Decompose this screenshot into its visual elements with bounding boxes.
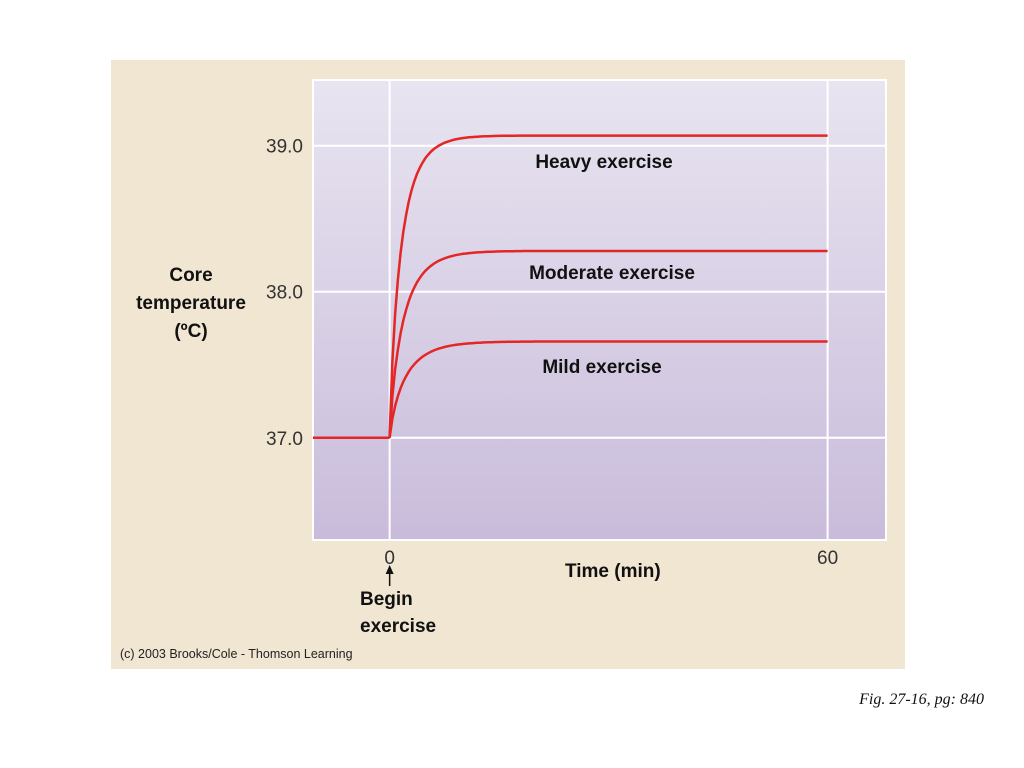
plot-area [313,80,886,540]
y-tick-label: 38.0 [266,283,303,304]
annotation-arrow-layer [385,565,394,586]
chart: 37.0 38.0 39.0 0 60 Heavy exercise Moderate e… [266,79,887,586]
begin-annotation-line-2: exercise [360,616,437,637]
series-line-heavy-exercise [388,134,828,438]
curve-layer [313,134,828,440]
y-tick-label: 39.0 [266,137,303,158]
x-axis-label: Time (min) [565,561,661,582]
copyright-notice: (c) 2003 Brooks/Cole - Thomson Learning [120,647,353,661]
series-line-moderate-exercise [388,249,828,438]
figure-caption: Fig. 27-16, pg: 840 [859,691,984,708]
grid-layer [312,79,887,541]
begin-exercise-annotation: Begin exercise [360,586,436,640]
series-label: Moderate exercise [529,263,695,284]
y-axis-label-line-1: Core [169,265,213,286]
x-tick-label: 0 [384,548,395,569]
begin-annotation-line-1: Begin [360,589,413,610]
tick-layer: 37.0 38.0 39.0 0 60 [266,137,838,569]
series-label-layer: Heavy exercise Moderate exercise Mild exer… [529,152,695,378]
figure-panel: 37.0 38.0 39.0 0 60 Heavy exercise Moderate e… [111,60,905,669]
y-axis-label: Core temperature (ºC) [118,262,264,346]
y-axis-label-line-3: (ºC) [174,321,208,342]
series-line-mild-exercise [388,340,828,438]
begin-arrow-head-icon [385,565,394,574]
y-axis-label-line-2: temperature [136,293,246,314]
plot-border [312,79,887,541]
series-label: Heavy exercise [535,152,672,173]
y-tick-label: 37.0 [266,429,303,450]
series-label: Mild exercise [542,357,661,378]
x-tick-label: 60 [817,548,838,569]
